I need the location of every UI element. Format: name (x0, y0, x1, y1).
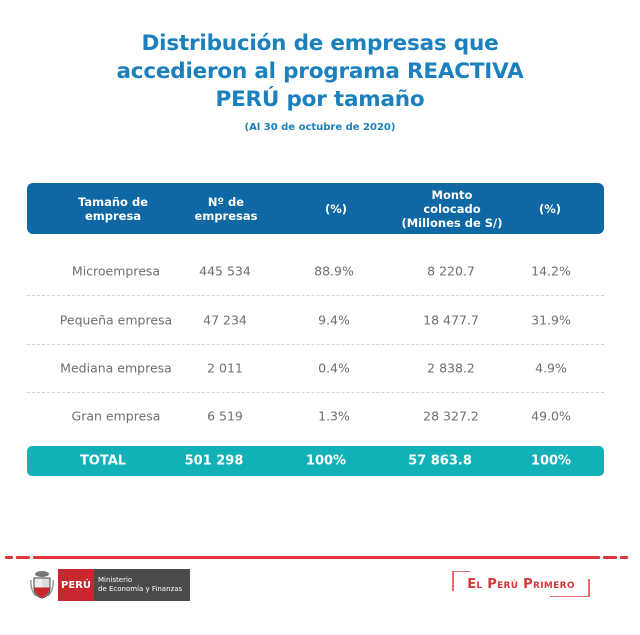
header-size-line-1: Tamaño de (78, 194, 148, 209)
footer-line-dash (16, 556, 30, 559)
table-header: Tamaño de empresa Nº de empresas (%) Mon… (27, 183, 604, 234)
peru-coat-of-arms-icon (30, 571, 54, 599)
header-size: Tamaño de empresa (78, 195, 148, 223)
header-count-line-2: empresas (194, 208, 258, 223)
ministry-line-2: de Economía y Finanzas (98, 585, 183, 593)
brand-frame-corner (452, 571, 470, 591)
footer-line (33, 556, 600, 559)
header-amount-pct: (%) (538, 201, 562, 216)
row-count-pct: 88.9% (314, 263, 354, 279)
header-size-line-2: empresa (84, 208, 142, 223)
header-count: Nº de empresas (195, 195, 258, 223)
header-count-pct: (%) (324, 201, 348, 216)
header-amount-line-2: colocado (423, 201, 481, 216)
title-line-3: PERÚ por tamaño (215, 87, 425, 112)
header-amount-line-3: (Millones de S/) (401, 215, 503, 230)
row-amount: 18 477.7 (423, 312, 479, 328)
row-size: Microempresa (71, 263, 161, 279)
table-row: Mediana empresa 2 011 0.4% 2 838.2 4.9% (27, 344, 604, 392)
row-amount-pct: 4.9% (535, 360, 567, 376)
row-amount-pct: 31.9% (531, 312, 571, 328)
ministry-line-1: Ministerio (98, 576, 133, 584)
row-count-pct: 9.4% (318, 312, 350, 328)
header-count-line-1: Nº de (207, 194, 245, 209)
table-row: Microempresa 445 534 88.9% 8 220.7 14.2% (27, 247, 604, 295)
brand-text: El Perú Primero (467, 576, 575, 592)
row-count: 445 534 (199, 263, 251, 279)
row-size: Pequeña empresa (59, 312, 173, 328)
footer-line-dash (620, 556, 628, 559)
row-count-pct: 0.4% (318, 360, 350, 376)
row-divider (27, 295, 604, 296)
row-count: 6 519 (207, 408, 243, 424)
title-line-2: accedieron al programa REACTIVA (116, 59, 524, 84)
row-divider (27, 392, 604, 393)
brand-frame-corner (550, 579, 590, 597)
total-amount-pct: 100% (530, 453, 572, 469)
total-amount: 57 863.8 (408, 453, 472, 469)
row-amount: 28 327.2 (423, 408, 479, 424)
peru-label: PERÚ (58, 569, 94, 601)
total-row: TOTAL 501 298 100% 57 863.8 100% (27, 446, 604, 476)
title-line-1: Distribución de empresas que (141, 31, 499, 56)
chart-subtitle: (Al 30 de octubre de 2020) (244, 122, 396, 133)
ministry-name: Ministerio de Economía y Finanzas (94, 569, 190, 601)
table-row: Pequeña empresa 47 234 9.4% 18 477.7 31.… (27, 296, 604, 344)
row-size: Gran empresa (71, 408, 161, 424)
row-count-pct: 1.3% (318, 408, 350, 424)
header-amount-line-1: Monto (431, 187, 473, 202)
row-size: Mediana empresa (60, 360, 172, 376)
total-label: TOTAL (79, 453, 127, 469)
el-peru-primero-logo: El Perú Primero (452, 571, 590, 597)
table-row: Gran empresa 6 519 1.3% 28 327.2 49.0% (27, 392, 604, 440)
total-count: 501 298 (184, 453, 244, 469)
footer-line-dash (5, 556, 13, 559)
row-count: 47 234 (203, 312, 247, 328)
mef-logo: PERÚ Ministerio de Economía y Finanzas (30, 568, 190, 602)
footer-line-dash (603, 556, 617, 559)
row-amount-pct: 14.2% (531, 263, 571, 279)
row-count: 2 011 (207, 360, 243, 376)
row-amount-pct: 49.0% (531, 408, 571, 424)
row-amount: 2 838.2 (427, 360, 475, 376)
header-amount: Monto colocado (Millones de S/) (401, 188, 502, 230)
row-amount: 8 220.7 (427, 263, 475, 279)
total-count-pct: 100% (305, 453, 347, 469)
chart-title: Distribución de empresas que accedieron … (0, 30, 640, 114)
row-divider (27, 344, 604, 345)
